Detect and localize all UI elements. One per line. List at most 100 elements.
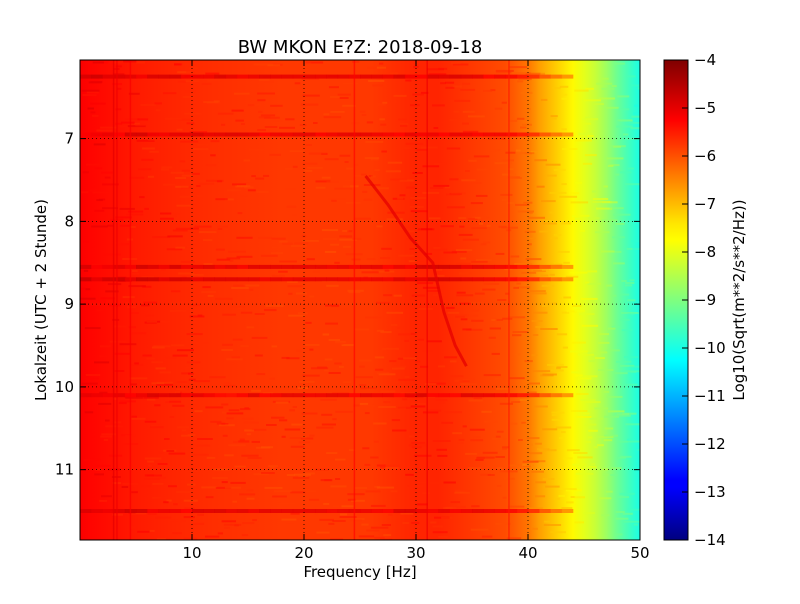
time-band	[281, 264, 294, 269]
texture-cell	[99, 499, 108, 502]
time-band	[326, 264, 339, 269]
texture-cell	[362, 447, 370, 450]
time-band	[472, 393, 484, 398]
texture-cell	[491, 72, 496, 75]
time-band	[416, 393, 428, 398]
texture-cell	[315, 186, 326, 189]
texture-cell	[94, 209, 105, 212]
texture-cell	[362, 538, 381, 540]
texture-cell	[176, 349, 194, 352]
texture-cell	[391, 419, 401, 422]
time-band	[180, 132, 193, 137]
texture-cell	[397, 197, 404, 200]
texture-cell	[177, 71, 192, 74]
texture-cell	[323, 116, 342, 119]
texture-cell	[309, 295, 315, 298]
texture-cell	[549, 273, 555, 276]
texture-cell	[210, 420, 222, 423]
texture-cell	[450, 360, 457, 363]
texture-cell	[332, 418, 337, 421]
texture-cell	[243, 159, 251, 162]
texture-cell	[566, 449, 580, 452]
texture-cell	[598, 333, 609, 336]
texture-cell	[613, 414, 631, 417]
time-band	[427, 393, 439, 398]
texture-cell	[376, 372, 390, 375]
texture-cell	[430, 248, 448, 251]
time-band	[80, 393, 92, 398]
texture-cell	[302, 374, 320, 377]
texture-cell	[290, 491, 306, 494]
texture-cell	[114, 325, 127, 328]
texture-cell	[149, 150, 159, 153]
texture-cell	[148, 138, 158, 141]
texture-cell	[251, 175, 256, 178]
texture-cell	[217, 228, 223, 230]
texture-cell	[427, 289, 441, 292]
texture-cell	[432, 268, 443, 271]
texture-cell	[404, 339, 410, 342]
texture-cell	[381, 150, 387, 153]
texture-cell	[275, 401, 289, 404]
time-band	[292, 132, 305, 137]
texture-cell	[183, 516, 195, 519]
texture-cell	[506, 176, 520, 178]
texture-cell	[631, 115, 640, 118]
texture-cell	[155, 516, 172, 519]
time-band	[516, 74, 529, 79]
texture-cell	[515, 203, 530, 206]
texture-cell	[451, 192, 466, 195]
texture-cell	[602, 468, 609, 471]
texture-cell	[516, 282, 521, 285]
texture-cell	[330, 538, 344, 540]
time-band	[248, 393, 260, 398]
texture-cell	[509, 66, 528, 69]
texture-cell	[374, 356, 385, 359]
texture-cell	[618, 108, 630, 111]
texture-cell	[181, 174, 193, 177]
texture-cell	[288, 292, 293, 295]
time-band	[158, 393, 171, 398]
texture-cell	[219, 424, 235, 427]
texture-cell	[583, 375, 598, 378]
texture-cell	[149, 529, 155, 532]
texture-cell	[565, 489, 582, 492]
texture-cell	[426, 143, 434, 146]
texture-cell	[570, 410, 588, 412]
texture-cell	[638, 311, 640, 314]
texture-cell	[223, 384, 236, 387]
time-band	[225, 74, 238, 79]
texture-cell	[580, 214, 590, 217]
texture-cell	[495, 387, 511, 390]
texture-cell	[371, 175, 376, 178]
texture-cell	[449, 118, 458, 121]
time-band	[472, 264, 484, 269]
texture-cell	[256, 191, 269, 193]
texture-cell	[474, 292, 485, 295]
texture-cell	[96, 129, 115, 132]
time-band	[113, 264, 126, 269]
texture-cell	[426, 340, 442, 343]
texture-cell	[309, 498, 320, 501]
texture-cell	[339, 513, 348, 516]
texture-cell	[342, 185, 357, 188]
time-band	[393, 74, 406, 79]
texture-cell	[126, 213, 144, 216]
time-band	[236, 132, 249, 137]
texture-cell	[91, 225, 108, 228]
time-band	[494, 74, 507, 79]
texture-cell	[443, 251, 457, 254]
time-band	[449, 132, 462, 137]
texture-cell	[523, 201, 533, 204]
texture-cell	[159, 371, 171, 374]
texture-cell	[197, 143, 209, 146]
texture-cell	[192, 453, 209, 456]
texture-cell	[389, 360, 397, 363]
texture-cell	[196, 195, 207, 197]
texture-cell	[237, 399, 248, 402]
texture-cell	[160, 320, 171, 323]
texture-cell	[146, 474, 162, 477]
texture-cell	[595, 435, 614, 438]
texture-cell	[281, 356, 290, 359]
texture-cell	[371, 158, 379, 161]
